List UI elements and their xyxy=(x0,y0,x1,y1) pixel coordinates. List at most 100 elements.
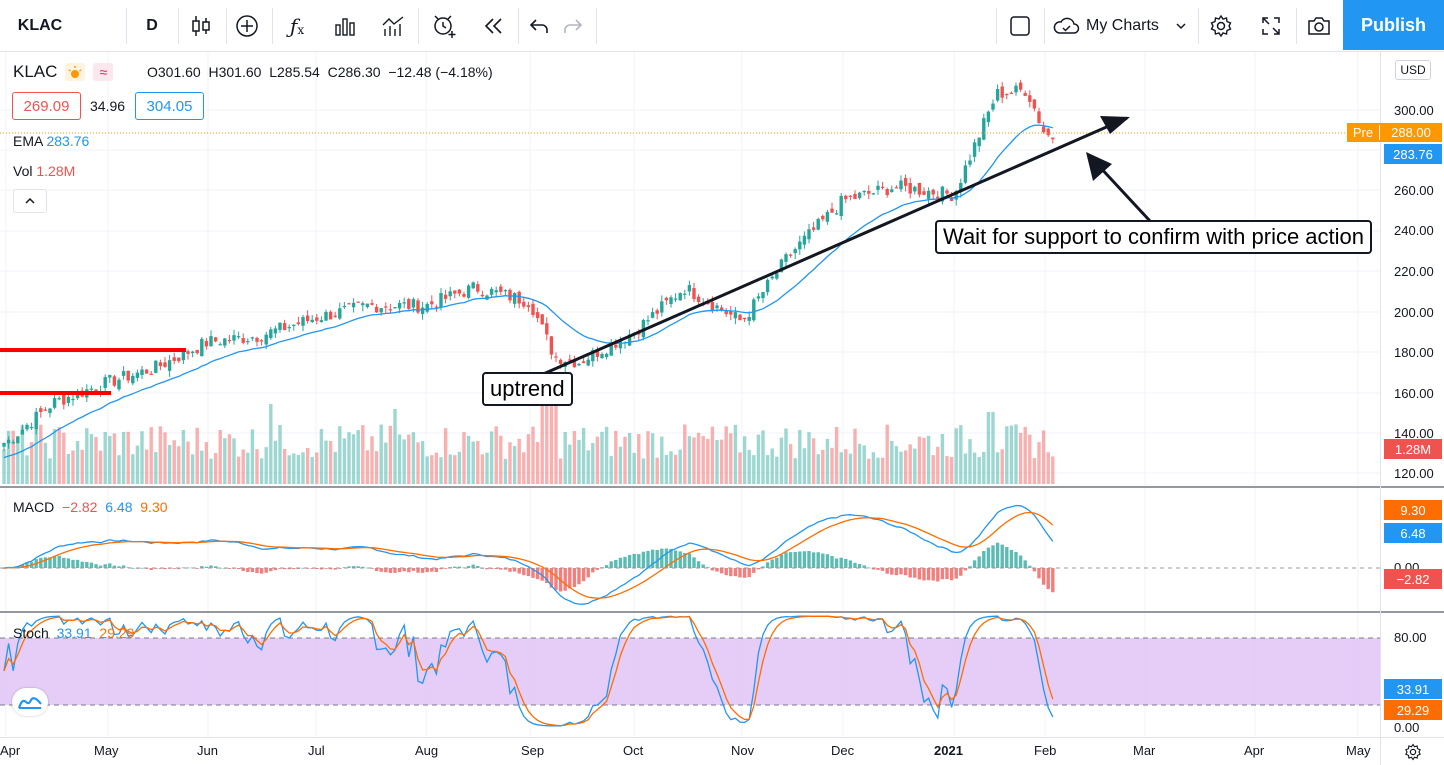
candle-body xyxy=(20,429,25,435)
volume-bar xyxy=(71,450,75,484)
undo-icon[interactable] xyxy=(524,0,554,52)
pane-divider[interactable] xyxy=(0,486,1444,488)
volume-bar xyxy=(913,448,917,484)
volume-bar xyxy=(535,442,540,484)
volume-bar xyxy=(172,440,176,484)
candle-body xyxy=(770,276,774,279)
macd-hist-bar xyxy=(227,568,232,569)
gear-icon[interactable] xyxy=(1206,0,1236,52)
buy-price-box[interactable]: 304.05 xyxy=(135,92,204,120)
macd-hist-bar xyxy=(775,557,779,568)
uptrend-line xyxy=(540,116,1128,377)
alert-add-icon[interactable] xyxy=(428,0,460,52)
volume-bar xyxy=(1046,452,1050,484)
chart-canvas[interactable] xyxy=(0,52,1380,737)
legend-symbol[interactable]: KLAC xyxy=(13,62,58,81)
my-charts-button[interactable]: My Charts xyxy=(1052,0,1194,52)
macd-hist-bar xyxy=(890,568,894,575)
vol-legend[interactable]: Vol 1.28M xyxy=(13,163,75,179)
candle-body xyxy=(278,322,282,330)
candle-body xyxy=(494,290,498,293)
candle-body xyxy=(333,315,337,317)
volume-bar xyxy=(885,424,889,484)
macd-legend[interactable]: MACD −2.82 6.48 9.30 xyxy=(13,499,168,515)
macd-hist-bar xyxy=(388,568,393,573)
macd-hist-bar xyxy=(25,562,29,568)
macd-hist-bar xyxy=(324,568,328,569)
candle-body xyxy=(351,302,356,308)
macd-hist-bar xyxy=(241,568,245,571)
volume-bar xyxy=(798,429,802,484)
volume-bar xyxy=(669,451,673,484)
macd-hist-bar xyxy=(540,568,544,581)
volume-bar xyxy=(365,450,370,484)
ema-legend[interactable]: EMA 283.76 xyxy=(13,133,89,149)
candle-body xyxy=(1046,128,1050,136)
compare-add-icon[interactable] xyxy=(232,0,262,52)
macd-hist-bar xyxy=(517,568,521,574)
select-layout-icon[interactable] xyxy=(1006,0,1034,52)
tradingview-logo-icon[interactable] xyxy=(12,688,48,716)
redo-icon[interactable] xyxy=(558,0,588,52)
camera-icon[interactable] xyxy=(1304,0,1334,52)
price-axis[interactable]: USD xyxy=(1380,52,1444,737)
volume-bar xyxy=(269,404,273,484)
time-axis[interactable] xyxy=(0,737,1380,765)
macd-hist-bar xyxy=(103,564,107,568)
volume-bar xyxy=(637,433,641,484)
macd-hist-bar xyxy=(867,567,871,569)
interval-button[interactable]: D xyxy=(146,17,158,34)
uptrend-label[interactable]: uptrend xyxy=(482,372,573,406)
volume-bar xyxy=(830,447,834,484)
fullscreen-icon[interactable] xyxy=(1256,0,1286,52)
candle-body xyxy=(448,291,452,297)
toolbar-divider xyxy=(272,8,273,44)
stoch-k-tag: 33.91 xyxy=(1384,679,1442,699)
volume-bar xyxy=(581,427,586,484)
candle-body xyxy=(209,336,213,347)
financials-icon[interactable] xyxy=(378,0,408,52)
volume-bar xyxy=(167,444,172,484)
month-label: Apr xyxy=(1244,743,1265,758)
pane-divider[interactable] xyxy=(0,611,1444,613)
candle-body xyxy=(1018,82,1023,90)
macd-hist-bar xyxy=(747,568,751,578)
volume-bar xyxy=(16,439,20,484)
volume-bar xyxy=(236,456,241,484)
collapse-legend-button[interactable] xyxy=(13,189,47,213)
candle-body xyxy=(407,299,411,309)
candle-body xyxy=(512,292,517,304)
stoch-legend[interactable]: Stoch 33.91 29.29 xyxy=(13,625,134,641)
currency-badge[interactable]: USD xyxy=(1395,60,1431,80)
publish-button[interactable]: Publish xyxy=(1343,0,1444,50)
volume-bar xyxy=(94,436,98,484)
ema-line xyxy=(3,124,1053,459)
ema-price-tag: 283.76 xyxy=(1384,144,1442,164)
volume-bar xyxy=(246,452,250,484)
candle-body xyxy=(696,296,701,303)
volume-bar xyxy=(880,457,885,484)
volume-bar xyxy=(876,457,880,484)
candle-body xyxy=(834,213,839,215)
support-note-label[interactable]: Wait for support to confirm with price a… xyxy=(935,220,1373,254)
pre-market-tag: Pre 288.00 xyxy=(1347,123,1442,142)
volume-bar xyxy=(618,446,623,484)
sell-price-box[interactable]: 269.09 xyxy=(12,92,81,120)
symbol-search-button[interactable]: KLAC xyxy=(17,17,63,34)
volume-bar xyxy=(738,452,742,484)
candle-body xyxy=(1023,93,1027,96)
candles-icon[interactable] xyxy=(186,0,216,52)
volume-bar xyxy=(1032,458,1037,484)
candle-body xyxy=(356,301,360,303)
legend-open: O301.60 xyxy=(147,64,201,80)
replay-icon[interactable] xyxy=(478,0,508,52)
volume-bar xyxy=(922,437,926,484)
chart-settings-corner[interactable] xyxy=(1380,737,1444,765)
candle-body xyxy=(443,294,448,299)
volume-bar xyxy=(839,452,843,484)
macd-legend-line: 6.48 xyxy=(105,499,133,515)
bar-chart-icon[interactable] xyxy=(330,0,360,52)
volume-bar xyxy=(811,438,816,484)
candle-body xyxy=(591,350,595,362)
